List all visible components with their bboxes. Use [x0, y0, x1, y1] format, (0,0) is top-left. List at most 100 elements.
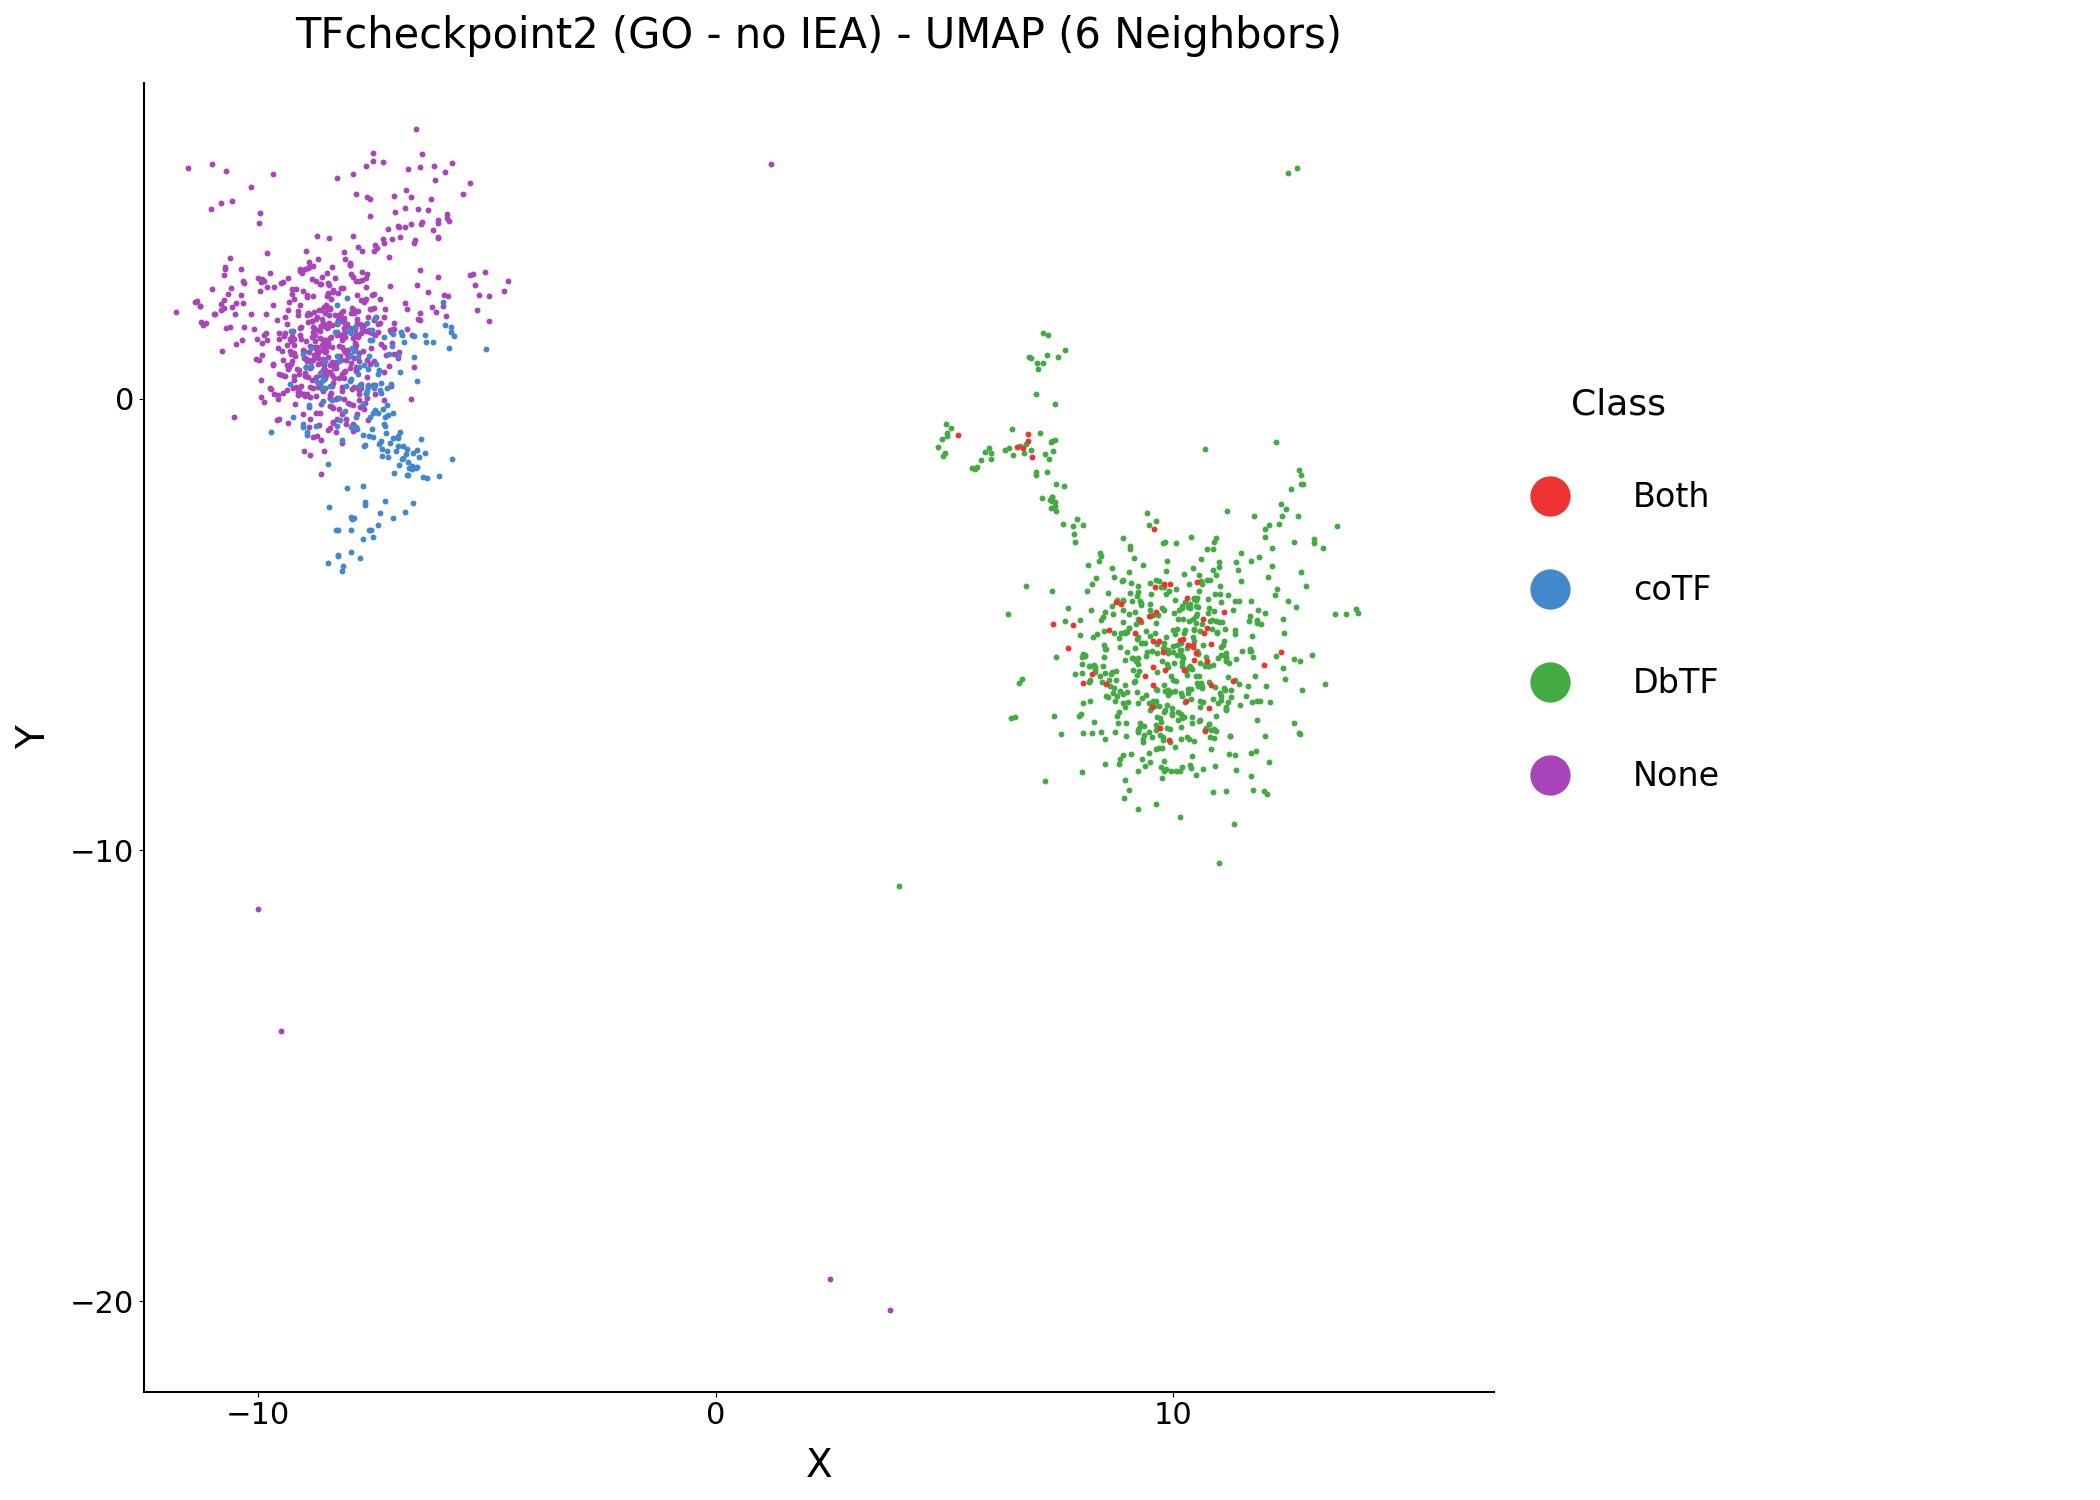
Point	[1266, 656, 1300, 680]
Point	[1102, 747, 1136, 771]
Point	[1056, 513, 1090, 537]
Point	[275, 318, 309, 342]
Point	[1178, 586, 1212, 610]
Point	[1121, 718, 1155, 742]
Point	[1121, 660, 1155, 684]
Point	[1147, 636, 1180, 660]
Point	[355, 282, 388, 306]
Point	[1166, 597, 1199, 621]
Point	[298, 328, 332, 352]
Point	[1121, 720, 1155, 744]
Point	[273, 352, 307, 376]
Point	[1203, 590, 1237, 613]
Point	[248, 390, 281, 414]
Point	[1166, 644, 1199, 668]
Point	[1040, 393, 1073, 417]
Point	[374, 320, 407, 344]
Point	[1270, 160, 1304, 184]
Point	[1077, 624, 1111, 648]
Point	[244, 210, 277, 234]
Point	[1319, 603, 1352, 627]
Point	[1155, 702, 1189, 726]
Point	[1197, 558, 1231, 582]
Point	[292, 339, 326, 363]
Point	[1021, 357, 1054, 381]
Point	[1031, 447, 1065, 471]
Point	[214, 189, 248, 213]
Point	[370, 422, 403, 446]
Point	[346, 314, 380, 338]
Point	[395, 324, 428, 348]
Point	[1121, 796, 1155, 820]
Point	[361, 363, 395, 387]
Point	[1025, 486, 1058, 510]
Point	[275, 282, 309, 306]
Point	[1203, 610, 1237, 634]
Point	[1266, 504, 1300, 528]
Point	[1199, 609, 1233, 633]
Point	[391, 178, 424, 203]
Point	[269, 378, 302, 402]
Point	[1105, 621, 1138, 645]
Point	[1077, 710, 1111, 734]
Point	[304, 392, 338, 416]
Point	[1157, 651, 1191, 675]
Point	[368, 405, 401, 429]
Point	[1174, 753, 1208, 777]
Point	[1132, 692, 1166, 715]
Point	[294, 350, 328, 374]
Point	[1176, 648, 1210, 672]
Point	[311, 280, 344, 304]
Point	[1184, 572, 1218, 596]
Point	[275, 278, 309, 302]
Point	[1220, 550, 1254, 574]
Point	[1065, 645, 1098, 669]
Point	[1180, 602, 1214, 625]
Point	[304, 333, 338, 357]
Point	[1035, 438, 1069, 462]
Point	[1144, 574, 1178, 598]
Point	[1170, 658, 1203, 682]
Point	[340, 356, 374, 380]
Point	[1023, 422, 1056, 446]
Point	[1235, 741, 1268, 765]
Point	[1126, 747, 1159, 771]
Point	[991, 602, 1025, 625]
Point	[313, 226, 346, 251]
Point	[1073, 688, 1107, 712]
Point	[204, 298, 237, 322]
Point	[974, 447, 1008, 471]
Point	[262, 382, 296, 406]
Point	[309, 292, 342, 316]
Point	[212, 246, 246, 270]
Point	[1142, 693, 1176, 717]
Point	[1235, 690, 1268, 714]
Point	[412, 280, 445, 304]
Point	[1340, 597, 1373, 621]
Point	[1075, 662, 1109, 686]
Point	[1102, 700, 1136, 724]
Point	[304, 462, 338, 486]
Point	[1138, 792, 1172, 816]
Point	[454, 262, 487, 286]
Point	[420, 264, 454, 288]
Point	[1117, 546, 1151, 570]
Point	[1247, 778, 1281, 802]
Point	[277, 333, 311, 357]
Point	[359, 304, 393, 328]
Point	[340, 402, 374, 426]
Point	[1151, 549, 1184, 573]
Point	[290, 346, 323, 370]
Point	[1107, 598, 1140, 622]
Point	[1208, 676, 1241, 700]
Point	[273, 356, 307, 380]
Point	[363, 381, 397, 405]
Point	[1134, 699, 1168, 723]
Point	[326, 402, 359, 426]
Point	[1006, 441, 1040, 465]
Point	[277, 344, 311, 368]
Point	[206, 339, 239, 363]
Point	[336, 298, 370, 322]
Point	[1058, 662, 1092, 686]
Point	[342, 362, 376, 386]
